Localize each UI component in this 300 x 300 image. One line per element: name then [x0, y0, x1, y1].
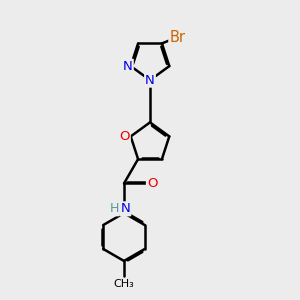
- Text: N: N: [121, 202, 130, 215]
- Text: Br: Br: [169, 30, 185, 45]
- Text: O: O: [147, 177, 158, 190]
- Text: N: N: [123, 60, 133, 73]
- Text: CH₃: CH₃: [114, 279, 134, 289]
- Text: N: N: [145, 74, 155, 87]
- Text: H: H: [110, 202, 119, 215]
- Text: O: O: [119, 130, 130, 143]
